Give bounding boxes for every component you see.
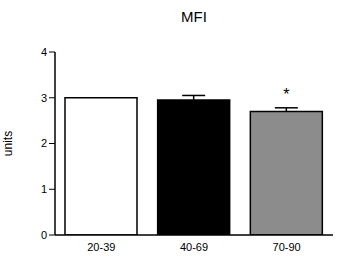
svg-text:2: 2	[41, 137, 47, 149]
svg-text:1: 1	[41, 183, 47, 195]
svg-text:3: 3	[41, 92, 47, 104]
svg-text:70-90: 70-90	[273, 241, 301, 253]
svg-text:units: units	[8, 131, 15, 156]
svg-text:*: *	[283, 86, 289, 103]
html-text:MFI: MFI	[181, 8, 207, 25]
svg-text:20-39: 20-39	[87, 241, 115, 253]
svg-text:4: 4	[41, 46, 47, 58]
svg-text:40-69: 40-69	[180, 241, 208, 253]
svg-text:0: 0	[41, 229, 47, 241]
